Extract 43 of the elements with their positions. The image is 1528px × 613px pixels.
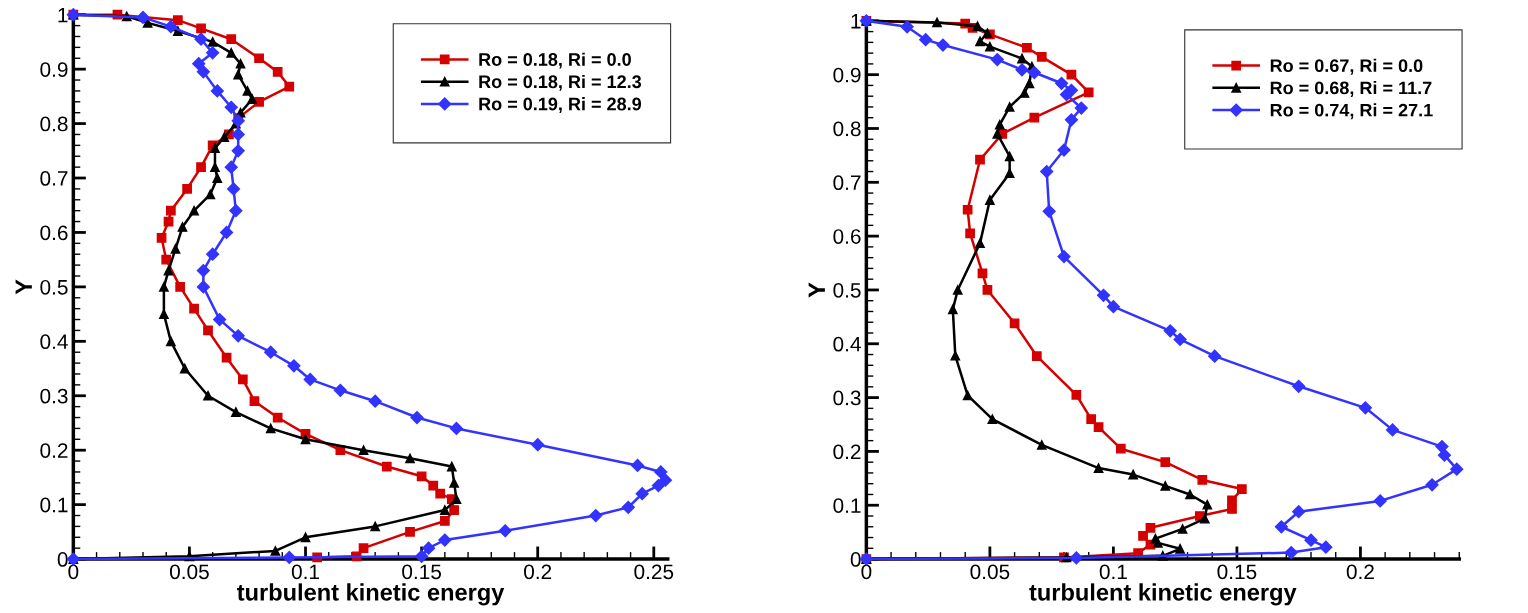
y-tick-label: 0.5	[833, 282, 861, 298]
legend-label: Ro = 0.68, Ri = 11.7	[1270, 81, 1432, 97]
y-tick-label: 0.6	[833, 229, 861, 244]
y-tick-label: 0.5	[40, 279, 68, 295]
y-tick-label: 0.4	[40, 334, 68, 350]
legend-label: Ro = 0.74, Ri = 27.1	[1270, 103, 1433, 120]
y-tick-label: 0.7	[833, 175, 861, 191]
legend-label: Ro = 0.19, Ri = 28.9	[479, 97, 642, 113]
x-tick-label: 0.25	[634, 564, 674, 580]
y-tick-label: 0.9	[833, 67, 861, 83]
y-tick-label: 0.2	[833, 444, 861, 460]
legend-label: Ro = 0.18, Ri = 0.0	[479, 52, 631, 69]
y-tick-label: 1	[851, 14, 861, 29]
y-tick-label: 0.6	[40, 225, 68, 241]
y-tick-label: 0.9	[40, 62, 68, 77]
x-tick-label: 0.15	[402, 564, 442, 580]
legend-label: Ro = 0.67, Ri = 0.0	[1270, 58, 1423, 75]
x-tick-label: 0	[68, 564, 79, 580]
y-tick-label: 0.8	[40, 116, 68, 132]
x-tick-label: 0.2	[524, 564, 552, 580]
y-tick-label: 0.3	[833, 390, 861, 406]
x-tick-label: 0.05	[970, 564, 1010, 580]
x-tick-label: 0.05	[169, 564, 209, 580]
y-tick-label: 0.8	[833, 121, 861, 137]
y-tick-label: 0	[850, 552, 861, 567]
x-tick-label: 0.15	[1217, 564, 1257, 580]
x-tick-label: 0	[861, 564, 872, 580]
y-tick-label: 0.1	[833, 498, 861, 513]
x-tick-label: 0.2	[1346, 564, 1374, 580]
y-tick-label: 0	[57, 552, 68, 567]
y-tick-label: 0.4	[833, 336, 861, 352]
y-axis-title: Y	[15, 279, 32, 295]
y-tick-label: 0.3	[40, 388, 68, 404]
y-tick-label: 0.1	[40, 497, 68, 513]
y-tick-label: 0.2	[40, 443, 68, 458]
x-tick-label: 0.1	[291, 564, 319, 580]
y-tick-label: 0.7	[40, 171, 68, 186]
x-tick-label: 0.1	[1099, 564, 1127, 580]
x-axis-title: turbulent kinetic energy	[1029, 583, 1297, 606]
y-tick-label: 1	[58, 7, 68, 23]
legend-label: Ro = 0.18, Ri = 12.3	[479, 74, 642, 91]
x-axis-title: turbulent kinetic energy	[237, 583, 505, 606]
y-axis-title: Y	[808, 282, 825, 298]
